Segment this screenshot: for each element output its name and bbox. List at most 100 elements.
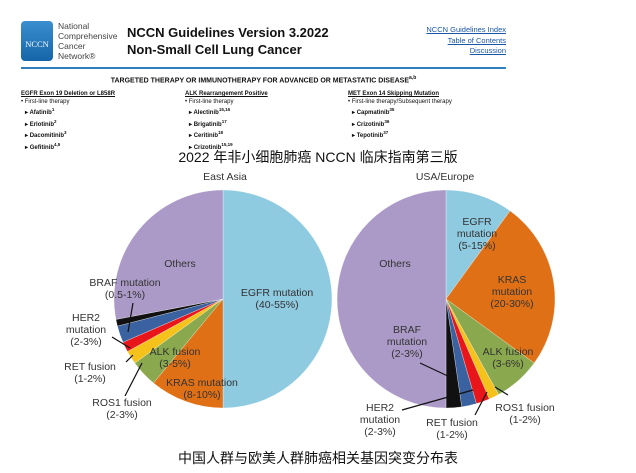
guidelines-index-link[interactable]: NCCN Guidelines Index: [426, 25, 506, 34]
caption-top: 2022 年非小细胞肺癌 NCCN 临床指南第三版: [178, 149, 458, 165]
leader-line: [111, 336, 131, 349]
pie-slice-others: [336, 189, 447, 409]
drug-item: ▸ Dacomitinib3: [25, 130, 67, 139]
slice-name: HER2 mutation: [65, 312, 107, 336]
slice-name: EGFR mutation: [456, 216, 498, 240]
drug-item: ▸ Crizotinib15,19: [189, 141, 233, 151]
slice-name: ALK fusion: [149, 346, 201, 358]
drug-name: Erlotinib: [29, 121, 55, 128]
therapy-column: ALK Rearrangement Positive • First-line …: [185, 91, 268, 152]
column-subheading: • First-line therapy: [185, 98, 234, 105]
slice-name: RET fusion: [64, 361, 116, 373]
leader-line: [125, 354, 134, 363]
slice-range: (1-2%): [509, 414, 541, 426]
leader-line: [401, 389, 474, 411]
drug-name: Tepotinib: [356, 133, 384, 139]
slice-name: ROS1 fusion: [495, 402, 555, 414]
drug-name: Capmatinib: [356, 110, 390, 116]
drug-ref: 35: [389, 107, 395, 112]
slice-name: Others: [164, 258, 196, 270]
drug-ref: 3: [64, 130, 67, 135]
slice-name: RET fusion: [426, 417, 478, 429]
slice-label: Others: [164, 258, 196, 270]
drug-name: Crizotinib: [193, 144, 222, 151]
slice-label: BRAF mutation (2-3%): [387, 324, 427, 360]
caption-bottom: 中国人群与欧美人群肺癌相关基因突变分布表: [178, 450, 458, 466]
slice-range: (2-3%): [70, 336, 102, 348]
drug-ref: 15,16: [218, 107, 231, 112]
drug-name: Afatinib: [29, 110, 52, 116]
slice-name: ROS1 fusion: [92, 397, 152, 409]
leader-line: [474, 391, 488, 416]
column-heading: MET Exon 14 Skipping Mutation: [348, 91, 440, 97]
drug-name: Gefitinib: [29, 144, 55, 151]
slice-label: RET fusion (1-2%): [426, 417, 478, 441]
slice-label: EGFR mutation (40-55%): [241, 287, 313, 311]
drug-ref: 18: [218, 130, 224, 135]
org-name: National Comprehensive Cancer Network®: [58, 21, 118, 61]
column-subheading: • First-line therapy/Subsequent therapy: [348, 98, 452, 105]
title-line-1: NCCN Guidelines Version 3.2022: [127, 25, 329, 40]
pie-slice-kras-mutation: [445, 210, 556, 364]
title-line-2: Non-Small Cell Lung Cancer: [127, 42, 302, 57]
table-of-contents-link[interactable]: Table of Contents: [447, 35, 506, 45]
org-line: Comprehensive: [58, 31, 118, 41]
drug-ref: 15,19: [221, 141, 233, 147]
org-line: National: [58, 21, 90, 31]
leader-lines: [111, 302, 509, 416]
slice-name: BRAF mutation: [386, 324, 428, 348]
section-heading-sup: a,b: [409, 75, 417, 81]
page-title: NCCN Guidelines Version 3.2022 Non-Small…: [127, 24, 329, 58]
logo-text: NCCN: [25, 39, 49, 49]
drug-item: ▸ Tepotinib37: [352, 130, 389, 139]
slice-range: (2-3%): [391, 348, 423, 360]
slice-label: KRAS mutation (20-30%): [490, 274, 533, 310]
slice-range: (8-10%): [183, 389, 221, 401]
leader-line: [494, 386, 509, 396]
slice-range: (40-55%): [255, 299, 299, 311]
leader-line: [124, 362, 143, 397]
section-heading: TARGETED THERAPY OR IMMUNOTHERAPY FOR AD…: [21, 75, 506, 84]
drug-ref: 36: [384, 118, 390, 124]
drug-ref: 2: [54, 118, 57, 124]
slice-range: (5-15%): [458, 240, 496, 252]
org-line: Cancer: [58, 41, 86, 51]
slice-label: HER2 mutation (2-3%): [66, 312, 106, 348]
divider: [21, 67, 506, 69]
drug-ref: 17: [221, 118, 227, 124]
section-heading-text: TARGETED THERAPY OR IMMUNOTHERAPY FOR AD…: [110, 77, 410, 85]
pie-slice-others: [113, 189, 224, 320]
slice-range: (20-30%): [490, 298, 534, 310]
slice-range: (1-2%): [74, 373, 106, 385]
drug-ref: 37: [383, 130, 389, 135]
nccn-logo: NCCN: [21, 21, 53, 61]
drug-item: ▸ Erlotinib2: [25, 118, 57, 128]
therapy-column: EGFR Exon 19 Deletion or L858R • First-l…: [21, 91, 115, 152]
slice-name: Others: [379, 258, 411, 270]
slice-label: ALK fusion (3-6%): [483, 346, 534, 370]
header-links: NCCN Guidelines Index Table of Contents …: [426, 25, 506, 57]
leader-line: [127, 302, 134, 333]
leader-line: [419, 362, 453, 379]
discussion-link[interactable]: Discussion: [469, 46, 506, 55]
drug-ref: 4,5: [54, 141, 61, 147]
slice-label: ALK fusion (3-5%): [150, 346, 201, 370]
slice-label: KRAS mutation (8-10%): [166, 377, 238, 401]
slice-range: (2-3%): [106, 409, 138, 421]
slice-label: EGFR mutation (5-15%): [457, 216, 497, 252]
slice-name: KRAS mutation: [166, 377, 238, 389]
drug-name: Dacomitinib: [29, 133, 65, 139]
org-line: Network®: [58, 51, 96, 61]
drug-item: ▸ Capmatinib35: [352, 107, 395, 116]
slice-name: EGFR mutation: [240, 287, 314, 299]
chart-title: USA/Europe: [415, 171, 475, 183]
drug-item: ▸ Ceritinib18: [189, 130, 224, 139]
slice-range: (2-3%): [364, 426, 396, 438]
column-subheading: • First-line therapy: [21, 98, 70, 105]
drug-ref: 1: [51, 107, 55, 112]
slice-label: RET fusion (1-2%): [64, 361, 116, 385]
drug-item: ▸ Gefitinib4,5: [25, 141, 61, 151]
pie-slice-kras-mutation: [153, 298, 224, 409]
